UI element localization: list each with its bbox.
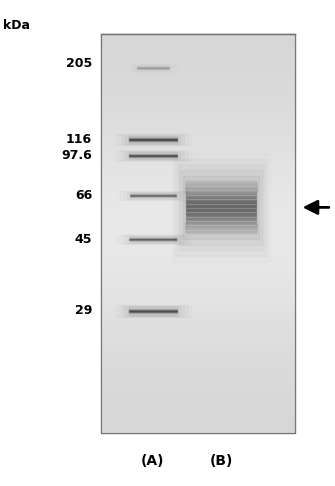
Bar xyxy=(186,204,256,205)
Bar xyxy=(100,34,295,433)
Bar xyxy=(183,176,259,239)
Bar xyxy=(186,212,256,214)
Bar xyxy=(186,223,257,224)
Bar xyxy=(115,305,191,317)
Bar xyxy=(122,152,184,160)
Bar xyxy=(185,224,257,226)
Bar xyxy=(127,64,179,72)
Bar xyxy=(117,191,189,200)
Bar xyxy=(180,170,262,244)
Bar xyxy=(186,196,256,197)
Bar xyxy=(128,313,178,314)
Bar xyxy=(185,185,257,187)
Bar xyxy=(185,231,257,232)
Bar xyxy=(118,151,188,160)
Bar xyxy=(175,158,267,256)
Bar xyxy=(186,205,256,206)
Text: 116: 116 xyxy=(66,133,92,146)
Bar xyxy=(172,153,270,262)
Bar xyxy=(123,191,183,199)
Bar xyxy=(186,215,256,216)
Bar xyxy=(126,306,181,315)
Bar xyxy=(186,193,256,194)
Bar xyxy=(185,227,257,228)
Bar xyxy=(186,220,256,222)
Bar xyxy=(129,307,177,315)
Bar xyxy=(115,134,191,145)
Bar xyxy=(186,208,256,210)
Text: 66: 66 xyxy=(75,189,92,202)
Bar xyxy=(129,136,177,143)
Text: kDa: kDa xyxy=(3,18,30,32)
Bar xyxy=(185,188,257,189)
Bar xyxy=(130,64,176,71)
Bar xyxy=(118,305,188,317)
Bar xyxy=(186,202,256,204)
Bar xyxy=(127,192,179,199)
Bar xyxy=(178,164,264,250)
Text: (B): (B) xyxy=(209,454,232,469)
Text: 29: 29 xyxy=(75,305,92,317)
Bar xyxy=(186,206,256,208)
Bar xyxy=(128,312,178,313)
Bar xyxy=(186,191,257,192)
Bar xyxy=(100,34,295,433)
Bar xyxy=(186,201,256,202)
Bar xyxy=(120,191,186,200)
Bar xyxy=(185,228,257,229)
Bar xyxy=(186,192,257,193)
Bar xyxy=(185,229,257,231)
Bar xyxy=(115,151,191,161)
Bar xyxy=(186,181,256,233)
Text: 45: 45 xyxy=(75,233,92,246)
Bar xyxy=(100,34,295,433)
Bar xyxy=(130,236,176,242)
Bar xyxy=(122,306,184,316)
Bar xyxy=(186,200,256,201)
Bar xyxy=(186,198,256,200)
Bar xyxy=(126,136,181,144)
Text: 205: 205 xyxy=(66,57,92,70)
Bar xyxy=(128,307,178,308)
Bar xyxy=(185,184,257,185)
Bar xyxy=(185,187,257,188)
Bar xyxy=(186,216,256,218)
Bar xyxy=(135,65,172,71)
Bar xyxy=(137,65,169,70)
Text: (A): (A) xyxy=(141,454,165,469)
Bar xyxy=(119,235,187,243)
Bar xyxy=(118,135,188,145)
Bar xyxy=(122,135,184,144)
Bar xyxy=(186,214,256,215)
Bar xyxy=(128,309,178,310)
Bar xyxy=(132,65,174,71)
Bar xyxy=(128,308,178,309)
Bar xyxy=(130,192,176,198)
Bar xyxy=(128,314,178,315)
Bar xyxy=(185,232,257,233)
Bar xyxy=(186,210,256,211)
Bar xyxy=(186,218,256,219)
Bar xyxy=(185,226,257,227)
Bar xyxy=(186,197,256,198)
Bar xyxy=(186,194,256,196)
Bar xyxy=(129,311,177,312)
Bar xyxy=(185,189,257,191)
Bar xyxy=(126,236,180,243)
Text: 97.6: 97.6 xyxy=(61,149,92,162)
Bar xyxy=(126,152,181,159)
Bar xyxy=(123,235,183,243)
Bar xyxy=(129,310,177,311)
Bar xyxy=(116,234,190,244)
Bar xyxy=(186,222,257,223)
Bar xyxy=(186,211,256,212)
Bar xyxy=(129,153,177,159)
Bar xyxy=(185,183,257,184)
Bar xyxy=(186,219,256,220)
Bar xyxy=(185,181,257,183)
